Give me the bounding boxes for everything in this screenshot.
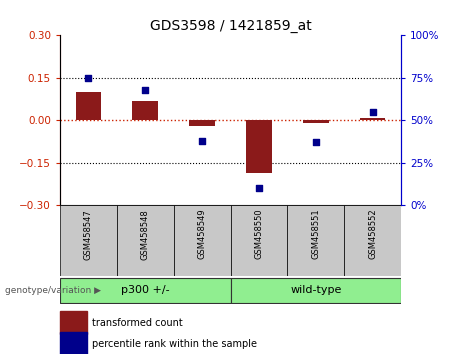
Text: transformed count: transformed count: [92, 318, 183, 328]
Text: GSM458547: GSM458547: [84, 209, 93, 259]
Bar: [344, 205, 401, 276]
Text: GSM458549: GSM458549: [198, 209, 207, 259]
Bar: [174, 205, 230, 276]
Text: GSM458548: GSM458548: [141, 209, 150, 259]
Text: wild-type: wild-type: [290, 285, 342, 295]
Bar: [230, 205, 287, 276]
Bar: [60, 312, 87, 334]
Point: [198, 138, 206, 144]
Bar: [60, 278, 230, 303]
Bar: [303, 120, 329, 123]
Bar: [360, 118, 385, 120]
Bar: [287, 205, 344, 276]
Point: [369, 109, 376, 115]
Text: GSM458550: GSM458550: [254, 209, 263, 259]
Bar: [246, 120, 272, 173]
Bar: [76, 92, 101, 120]
Title: GDS3598 / 1421859_at: GDS3598 / 1421859_at: [150, 19, 311, 33]
Text: p300 +/-: p300 +/-: [121, 285, 170, 295]
Point: [85, 75, 92, 81]
Bar: [117, 205, 174, 276]
Bar: [189, 120, 215, 126]
Text: genotype/variation ▶: genotype/variation ▶: [5, 286, 100, 295]
Point: [142, 87, 149, 93]
Bar: [230, 278, 401, 303]
Text: GSM458552: GSM458552: [368, 209, 377, 259]
Bar: [60, 332, 87, 354]
Bar: [132, 101, 158, 120]
Text: percentile rank within the sample: percentile rank within the sample: [92, 338, 257, 349]
Point: [312, 139, 319, 145]
Text: GSM458551: GSM458551: [311, 209, 320, 259]
Bar: [60, 205, 117, 276]
Point: [255, 185, 263, 191]
